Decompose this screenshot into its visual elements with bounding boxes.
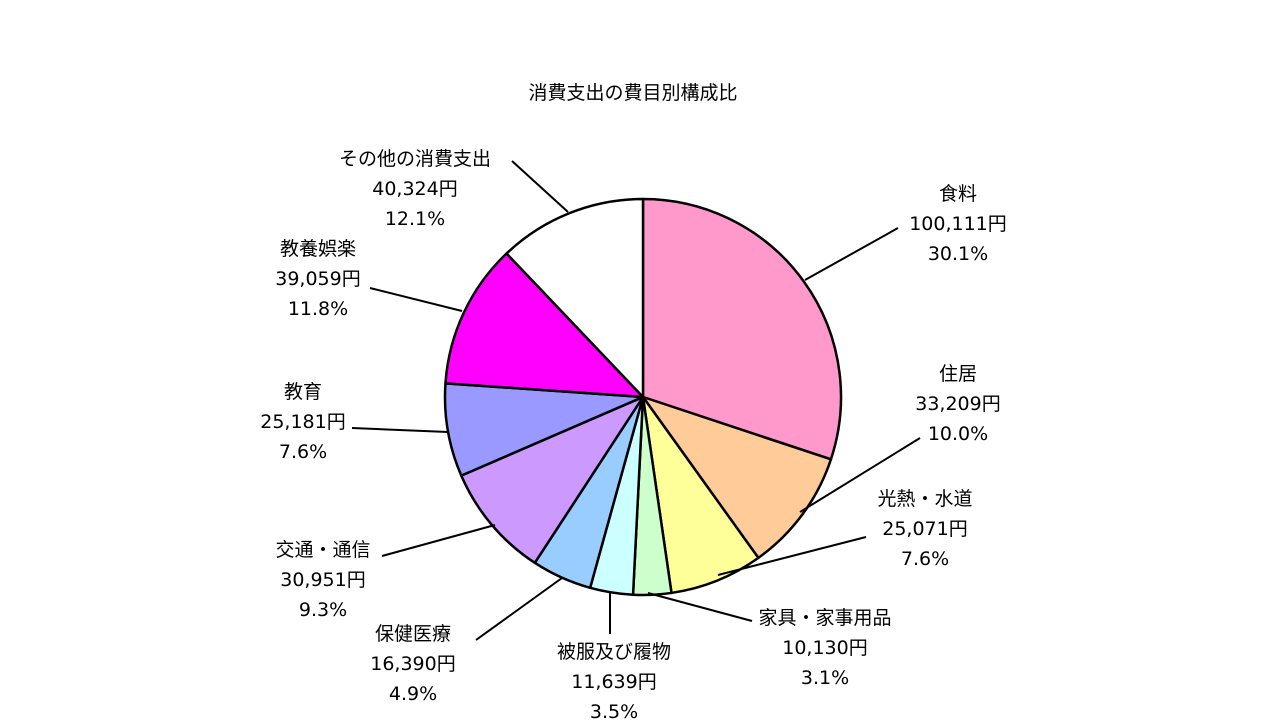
slice-label-percent-0: 30.1%	[928, 243, 988, 265]
slice-label-name-4: 被服及び履物	[557, 641, 671, 663]
slice-label-amount-5: 16,390円	[370, 653, 455, 675]
pie-slices	[443, 197, 843, 597]
leader-line-9	[511, 160, 569, 213]
slice-label-amount-6: 30,951円	[280, 569, 365, 591]
leader-line-3	[647, 592, 753, 622]
slice-label-percent-8: 11.8%	[288, 298, 348, 320]
leader-lines	[351, 160, 921, 641]
slice-label-amount-1: 33,209円	[915, 393, 1000, 415]
slice-label-name-6: 交通・通信	[275, 539, 370, 561]
leader-line-6	[381, 524, 496, 557]
pie-slice-7	[443, 382, 645, 477]
pie-slice-1	[641, 395, 833, 560]
slice-label-percent-7: 7.6%	[279, 441, 327, 463]
chart-title: 消費支出の費目別構成比	[528, 82, 737, 104]
slice-label-name-5: 保健医療	[375, 623, 451, 645]
slice-label-amount-0: 100,111円	[909, 213, 1007, 235]
slice-label-percent-5: 4.9%	[389, 683, 437, 705]
slice-label-name-2: 光熱・水道	[877, 488, 972, 510]
pie-slice-6	[460, 395, 645, 565]
slice-labels: 食料 100,111円 30.1% 住居 33,209円 10.0% 光熱・水道 25,071…	[260, 148, 1007, 720]
slice-label-name-7: 教育	[284, 381, 322, 403]
slice-label-amount-8: 39,059円	[275, 268, 360, 290]
leader-line-0	[804, 227, 899, 281]
pie-slice-2	[641, 395, 760, 595]
slice-label-percent-9: 12.1%	[385, 208, 445, 230]
pie-slice-9	[505, 197, 645, 399]
slice-label-amount-3: 10,130円	[782, 637, 867, 659]
slice-label-name-3: 家具・家事用品	[758, 607, 891, 629]
slice-label-percent-4: 3.5%	[590, 701, 638, 720]
pie-slice-0	[641, 197, 843, 461]
slice-label-percent-2: 7.6%	[901, 548, 949, 570]
slice-label-percent-3: 3.1%	[801, 667, 849, 689]
leader-line-5	[475, 577, 563, 641]
slice-label-name-9: その他の消費支出	[339, 148, 491, 170]
slice-label-name-1: 住居	[939, 363, 977, 385]
leader-line-2	[717, 536, 867, 576]
slice-label-name-8: 教養娯楽	[280, 238, 356, 260]
leader-line-1	[799, 437, 921, 513]
slice-label-amount-9: 40,324円	[372, 178, 457, 200]
slice-label-percent-1: 10.0%	[928, 423, 988, 445]
leader-line-8	[369, 287, 463, 312]
pie-slice-8	[444, 252, 645, 399]
slice-label-amount-4: 11,639円	[571, 671, 656, 693]
leader-line-7	[351, 427, 449, 433]
slice-label-name-0: 食料	[939, 183, 977, 205]
slice-label-amount-7: 25,181円	[260, 411, 345, 433]
slice-label-percent-6: 9.3%	[299, 599, 347, 621]
slice-label-amount-2: 25,071円	[882, 518, 967, 540]
